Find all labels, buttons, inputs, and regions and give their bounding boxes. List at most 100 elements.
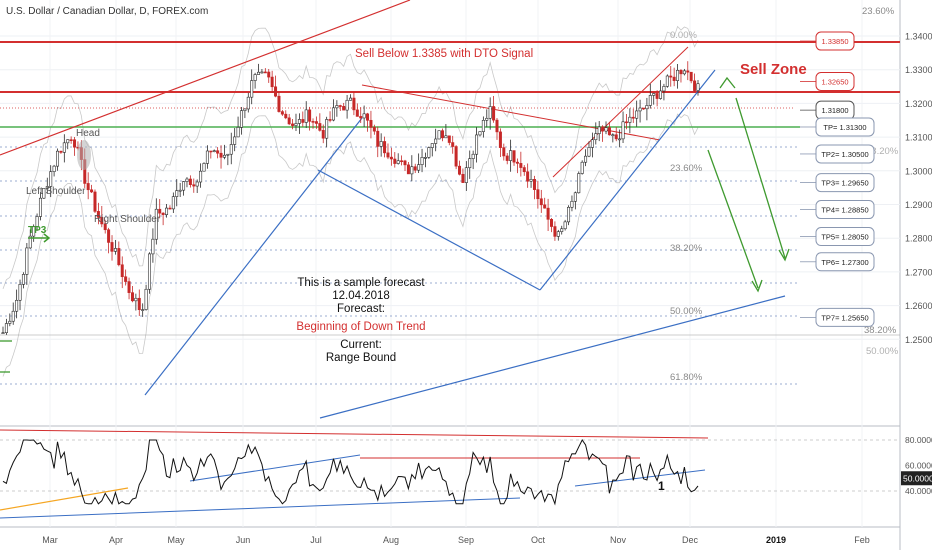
candle-body bbox=[362, 113, 366, 119]
uptrend-line-1 bbox=[144, 117, 363, 396]
candle-body bbox=[372, 127, 376, 132]
arrow-up-small bbox=[719, 76, 736, 89]
fib-right-382b: 38.20% bbox=[864, 325, 897, 336]
forecast-arrows bbox=[0, 76, 790, 373]
candle-body bbox=[154, 208, 158, 240]
candle-body bbox=[49, 171, 53, 187]
candle-body bbox=[607, 127, 611, 136]
candle-body bbox=[8, 320, 12, 324]
candle-body bbox=[689, 71, 693, 82]
candle-body bbox=[430, 143, 434, 148]
candle-body bbox=[69, 139, 73, 141]
candle-body bbox=[229, 144, 233, 155]
level-label: TP3= 1.29650 bbox=[821, 179, 868, 188]
time-tick-label: Apr bbox=[109, 535, 123, 545]
candle-body bbox=[662, 86, 666, 92]
candle-body bbox=[318, 123, 322, 131]
candle-body bbox=[18, 284, 22, 301]
arrow-head-2 bbox=[751, 279, 763, 293]
candle-body bbox=[137, 297, 141, 311]
candle-body bbox=[614, 134, 618, 140]
candle-body bbox=[4, 323, 8, 333]
candle-body bbox=[495, 119, 499, 133]
candle-body bbox=[573, 192, 577, 202]
candle-body bbox=[199, 170, 203, 183]
candle-body bbox=[165, 207, 169, 215]
candle-body bbox=[652, 93, 656, 96]
candle-body bbox=[308, 109, 312, 122]
candle-body bbox=[325, 119, 329, 139]
candle-body bbox=[563, 221, 567, 230]
head-label: Head bbox=[76, 128, 100, 139]
candle-body bbox=[182, 181, 186, 191]
candle-body bbox=[331, 107, 335, 121]
candle-body bbox=[314, 121, 318, 124]
rsi-current-label: 50.0000 bbox=[903, 473, 932, 483]
time-tick-label: May bbox=[167, 535, 185, 545]
candle-body bbox=[209, 150, 213, 153]
fib-top-right: 23.60% bbox=[862, 6, 895, 17]
symbol-title: U.S. Dollar / Canadian Dollar, D, FOREX.… bbox=[6, 6, 208, 17]
candle-body bbox=[171, 196, 175, 210]
candle-body bbox=[386, 152, 390, 158]
candle-body bbox=[32, 226, 36, 237]
candle-body bbox=[311, 121, 315, 123]
candle-body bbox=[205, 150, 209, 164]
candle-body bbox=[28, 235, 32, 249]
candle-body bbox=[233, 136, 237, 145]
candle-body bbox=[345, 99, 349, 111]
candle-body bbox=[376, 130, 380, 147]
candle-body bbox=[103, 223, 107, 231]
candle-body bbox=[73, 139, 77, 148]
candle-body bbox=[42, 188, 46, 199]
candle-body bbox=[301, 119, 305, 123]
candle-body bbox=[297, 119, 301, 124]
price-tick-label: 1.33000 bbox=[905, 65, 932, 75]
candle-body bbox=[553, 226, 557, 237]
candle-body bbox=[277, 95, 281, 112]
candle-body bbox=[25, 247, 29, 275]
candle-body bbox=[161, 212, 165, 215]
level-label: TP= 1.31300 bbox=[823, 123, 866, 132]
candle-body bbox=[485, 117, 489, 121]
candle-body bbox=[38, 197, 42, 217]
candle-body bbox=[130, 292, 134, 302]
candle-body bbox=[580, 161, 584, 174]
candle-body bbox=[178, 189, 182, 192]
candle-body bbox=[631, 116, 635, 119]
candle-body bbox=[284, 113, 288, 119]
candle-body bbox=[270, 76, 274, 88]
candle-body bbox=[147, 253, 151, 290]
candle-body bbox=[338, 105, 342, 107]
candle-body bbox=[492, 106, 496, 121]
candle-body bbox=[406, 164, 410, 175]
candle-body bbox=[56, 150, 60, 167]
candle-body bbox=[676, 69, 680, 81]
candle-body bbox=[383, 141, 387, 154]
candle-body bbox=[686, 70, 690, 73]
time-tick-label: Feb bbox=[854, 535, 870, 545]
candle-body bbox=[294, 123, 298, 126]
price-tick-label: 1.28000 bbox=[905, 234, 932, 244]
candle-body bbox=[512, 150, 516, 163]
candle-body bbox=[59, 150, 63, 153]
candle-body bbox=[239, 110, 243, 128]
candle-body bbox=[648, 95, 652, 106]
candle-body bbox=[584, 155, 588, 163]
candle-body bbox=[246, 96, 250, 110]
candle-body bbox=[464, 167, 468, 183]
candle-body bbox=[124, 276, 128, 282]
candle-body bbox=[556, 231, 560, 237]
candle-body bbox=[257, 71, 261, 75]
candle-body bbox=[151, 238, 155, 255]
price-tick-label: 1.31000 bbox=[905, 133, 932, 143]
candle-body bbox=[597, 126, 601, 134]
candle-body bbox=[185, 178, 189, 182]
candle-body bbox=[601, 126, 605, 132]
level-label: TP4= 1.28850 bbox=[821, 206, 868, 215]
forecast-value: Beginning of Down Trend bbox=[296, 321, 425, 333]
price-axis: 1.34000 1.33000 1.32000 1.31000 1.30000 1.290… bbox=[905, 32, 932, 345]
time-axis: Mar Apr May Jun Jul Aug Sep Oct Nov Dec 2019 Feb bbox=[42, 535, 870, 545]
candle-body bbox=[342, 105, 346, 111]
